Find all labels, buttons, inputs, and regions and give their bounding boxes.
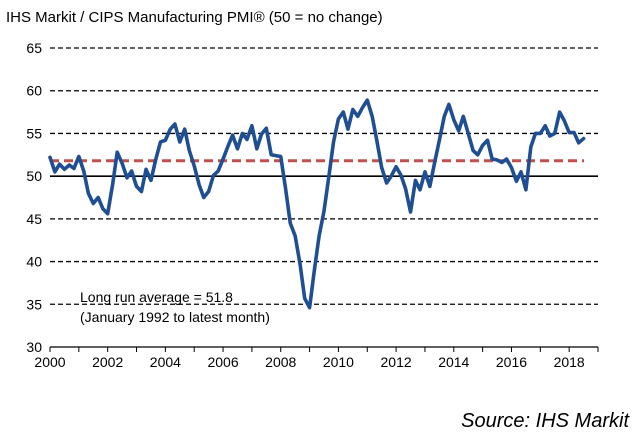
x-tick-label-2016: 2016 — [496, 354, 527, 370]
chart-title: IHS Markit / CIPS Manufacturing PMI® (50… — [6, 9, 383, 26]
x-tick-label-2004: 2004 — [150, 354, 181, 370]
y-axis-labels: 30 35 40 45 50 55 60 65 — [26, 40, 42, 355]
x-tick-label-2006: 2006 — [207, 354, 238, 370]
x-tick-label-2018: 2018 — [554, 354, 585, 370]
x-axis-labels: 2000 2002 2004 2006 2008 2010 2012 2014 2016 2018 — [34, 354, 585, 370]
y-tick-label-65: 65 — [26, 40, 42, 56]
source-note: Source: IHS Markit — [461, 410, 630, 432]
y-tick-label-40: 40 — [26, 254, 42, 270]
y-tick-label-50: 50 — [26, 168, 42, 184]
x-tick-label-2014: 2014 — [438, 354, 469, 370]
y-tick-label-60: 60 — [26, 83, 42, 99]
x-axis-ticks — [49, 347, 599, 352]
x-tick-label-2008: 2008 — [265, 354, 296, 370]
y-tick-label-30: 30 — [26, 339, 42, 355]
x-tick-label-2010: 2010 — [323, 354, 354, 370]
x-tick-label-2000: 2000 — [34, 354, 65, 370]
x-tick-label-2012: 2012 — [381, 354, 412, 370]
average-annotation-line2: (January 1992 to latest month) — [80, 309, 270, 325]
y-tick-label-35: 35 — [26, 296, 42, 312]
x-tick-label-2002: 2002 — [92, 354, 123, 370]
y-tick-label-55: 55 — [26, 125, 42, 141]
y-tick-label-45: 45 — [26, 211, 42, 227]
series-line-pmi — [48, 98, 586, 310]
average-annotation-line1: Long run average = 51.8 — [80, 289, 233, 305]
